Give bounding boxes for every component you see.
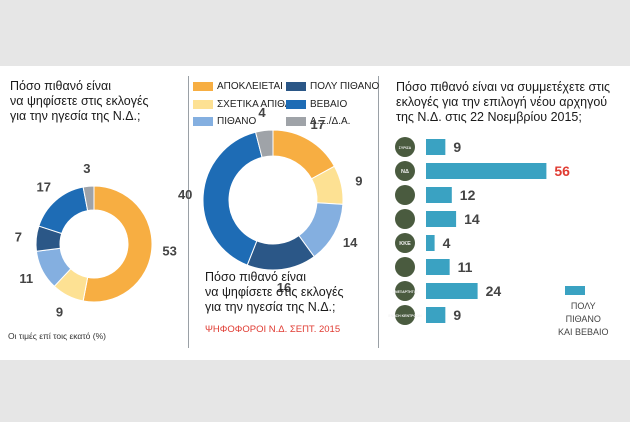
bar [426,235,435,251]
donut-slice [82,185,153,303]
party-logo-icon [395,305,415,325]
bar-legend-line: ΚΑΙ ΒΕΒΑΙΟ [558,327,609,337]
party-logo-label: ΣΥΡΙΖΑ [399,146,412,150]
bar-legend-line: ΠΟΛΥ [570,301,596,311]
right-question: Πόσο πιθανό είναι να συμμετέχετε στις εκ… [396,80,610,125]
donut-value-label: 9 [355,173,362,188]
bar-value-label: 24 [486,283,502,299]
donut-value-label: 40 [178,187,192,202]
right-question-line: της Ν.Δ. στις 22 Νοεμβρίου 2015; [396,110,582,124]
donut-value-label: 53 [162,244,176,259]
legend-item: Δ.Ξ./Δ.Α. [286,116,350,127]
legend-swatch [193,100,213,109]
legend-item: ΠΟΛΥ ΠΙΘΑΝΟ [286,81,379,92]
party-logo-icon [395,185,415,205]
bar-value-label: 14 [464,211,480,227]
party-logo-icon [395,233,415,253]
legend-item: ΣΧΕΤΙΚΑ ΑΠΙΘΑΝΟ [193,99,306,110]
bar-legend: ΠΟΛΥ ΠΙΘΑΝΟ ΚΑΙ ΒΕΒΑΙΟ [558,300,609,339]
left-question-line: να ψηφίσετε στις εκλογές [10,94,149,108]
donut-slice [82,185,95,212]
legend-swatch [286,82,306,91]
middle-question-line: να ψηφίσετε στις εκλογές [205,285,344,299]
right-question-line: Πόσο πιθανό είναι να συμμετέχετε στις [396,80,611,94]
party-logo-label: ΚΚΕ [399,241,411,247]
legend-label: ΠΙΘΑΝΟ [217,116,257,127]
middle-question: Πόσο πιθανό είναι να ψηφίσετε στις εκλογ… [205,270,344,315]
legend-swatch [193,117,213,126]
bar-value-label: 4 [443,235,451,251]
legend-label: ΠΟΛΥ ΠΙΘΑΝΟ [310,81,380,92]
party-logo-label: ΕΝΩΣΗ ΚΕΝΤΡΩΩΝ [388,314,422,318]
legend-item: ΒΕΒΑΙΟ [286,99,347,110]
bar-value-label: 12 [460,187,476,203]
party-logo-icon [395,161,415,181]
legend-swatch [193,82,213,91]
bar [426,187,452,203]
left-question-line: Πόσο πιθανό είναι [10,79,111,93]
party-logo-icon [395,281,415,301]
party-logo-label: ΝΔ [401,169,409,175]
donut-value-label: 7 [15,229,22,244]
bar-value-label: 9 [453,307,461,323]
left-question: Πόσο πιθανό είναι να ψηφίσετε στις εκλογ… [10,79,149,124]
party-logo-icon [395,137,415,157]
divider-left [188,76,189,348]
bar [426,163,547,179]
bar-value-label: 9 [453,139,461,155]
bar [426,259,450,275]
bar [426,211,457,227]
bar-value-label: 11 [458,259,473,275]
donut-value-label: 16 [277,280,291,295]
donut-slice [202,131,263,266]
donut-value-label: 11 [19,271,33,286]
legend-label: ΣΧΕΤΙΚΑ ΑΠΙΘΑΝΟ [217,99,307,110]
bar [426,283,478,299]
party-logo-icon [395,257,415,277]
donut-value-label: 17 [37,180,51,195]
legend-swatch [286,100,306,109]
legend-label: ΑΠΟΚΛΕΙΕΤΑΙ [217,81,283,92]
units-note: Οι τιμές επί τοις εκατό (%) [8,331,106,341]
donut-value-label: 9 [56,304,63,319]
bar [426,307,446,323]
donut-value-label: 14 [343,235,358,250]
legend-item: ΠΙΘΑΝΟ [193,116,256,127]
donut-value-label: 4 [258,105,266,120]
party-logo-label: ΑΝΕΞΑΡΤΗΤΟΙ [393,290,418,294]
donut-value-label: 17 [311,117,325,132]
right-question-line: εκλογές για την επιλογή νέου αρχηγού [396,95,608,109]
bar-value-label: 56 [554,163,570,179]
left-question-line: για την ηγεσία της Ν.Δ.; [10,109,141,123]
legend-label: ΒΕΒΑΙΟ [310,99,348,110]
middle-question-line: για την ηγεσία της Ν.Δ.; [205,300,336,314]
bar [426,139,446,155]
middle-subtitle: ΨΗΦΟΦΟΡΟΙ Ν.Δ. ΣΕΠΤ. 2015 [205,324,341,335]
bar-legend-line: ΠΙΘΑΝΟ [565,314,601,324]
party-logo-icon [395,209,415,229]
legend-swatch [286,117,306,126]
donut-slice [254,129,274,158]
divider-right [378,76,379,348]
donut-value-label: 3 [83,161,90,176]
legend-label: Δ.Ξ./Δ.Α. [310,116,351,127]
bar-legend-swatch [565,286,585,295]
middle-question-line: Πόσο πιθανό είναι [205,270,306,284]
legend-item: ΑΠΟΚΛΕΙΕΤΑΙ [193,81,283,92]
